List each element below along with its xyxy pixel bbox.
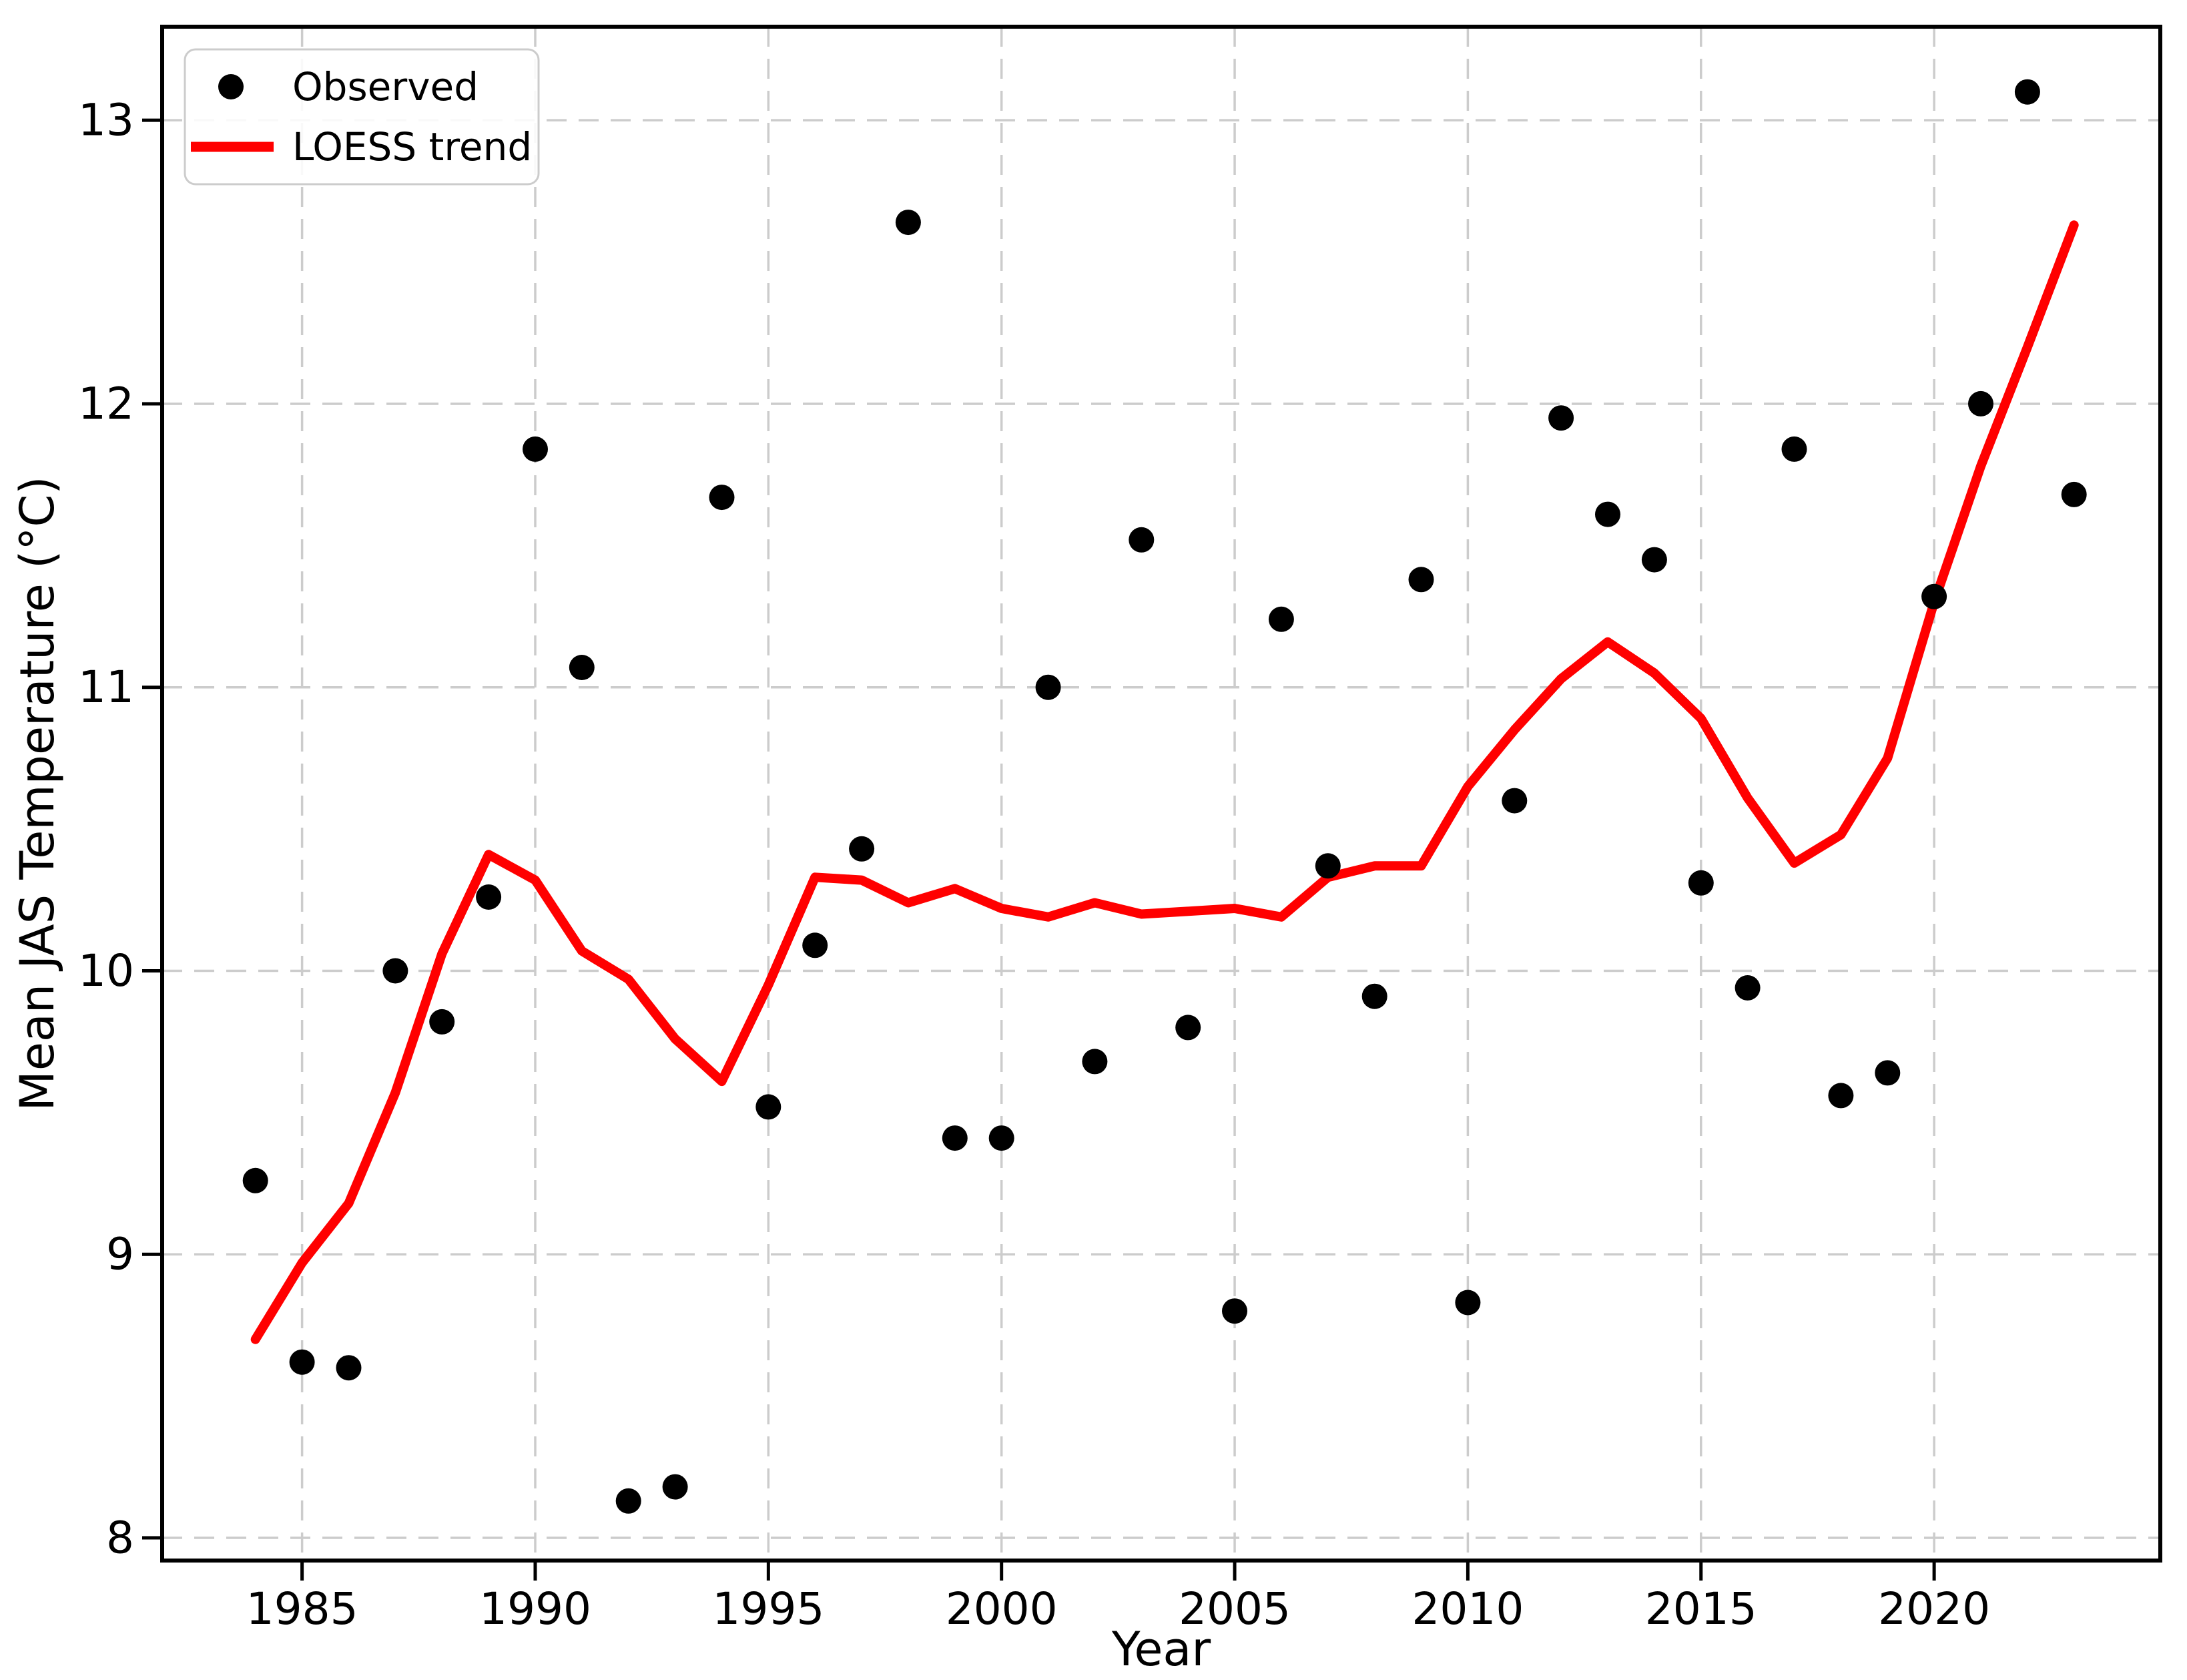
axis-ticks bbox=[142, 118, 1936, 1581]
x-tick-labels: 1985 1990 1995 2000 2005 2010 2015 2020 bbox=[246, 1583, 1990, 1635]
observed-point bbox=[615, 1488, 641, 1514]
observed-point bbox=[2014, 79, 2040, 105]
observed-point bbox=[1455, 1290, 1481, 1316]
y-axis-label: Mean JAS Temperature (°C) bbox=[10, 476, 65, 1111]
x-tick-label: 2015 bbox=[1645, 1583, 1757, 1635]
observed-point bbox=[569, 655, 595, 680]
observed-point bbox=[755, 1094, 782, 1120]
x-tick-label: 2010 bbox=[1412, 1583, 1524, 1635]
observed-point bbox=[1828, 1083, 1854, 1109]
x-tick-label: 1995 bbox=[712, 1583, 824, 1635]
y-tick-labels: 8 9 10 11 12 13 bbox=[78, 95, 134, 1564]
observed-point bbox=[429, 1009, 455, 1035]
observed-point bbox=[1035, 674, 1061, 700]
observed-point bbox=[1361, 983, 1387, 1009]
observed-point bbox=[1548, 405, 1574, 431]
x-tick-label: 1990 bbox=[479, 1583, 591, 1635]
observed-point bbox=[942, 1125, 968, 1151]
y-tick-label: 13 bbox=[78, 95, 134, 146]
y-tick-label: 8 bbox=[106, 1512, 134, 1564]
x-tick-label: 1985 bbox=[246, 1583, 358, 1635]
observed-point bbox=[336, 1355, 362, 1381]
observed-point bbox=[1968, 390, 1993, 416]
y-tick-label: 9 bbox=[106, 1229, 134, 1280]
observed-point bbox=[1129, 527, 1155, 553]
observed-point bbox=[1735, 975, 1761, 1001]
observed-point bbox=[1875, 1060, 1901, 1086]
observed-point bbox=[1921, 583, 1947, 609]
observed-point bbox=[709, 485, 735, 511]
observed-point bbox=[1268, 606, 1294, 632]
observed-point bbox=[1315, 853, 1341, 879]
y-tick-label: 10 bbox=[78, 945, 134, 997]
x-axis-label: Year bbox=[1111, 1622, 1211, 1677]
legend-loess-label: LOESS trend bbox=[292, 124, 532, 170]
observed-point bbox=[242, 1167, 268, 1193]
observed-point bbox=[1595, 501, 1620, 527]
observed-point bbox=[1641, 547, 1667, 573]
legend: Observed LOESS trend bbox=[184, 48, 540, 186]
x-tick-label: 2000 bbox=[946, 1583, 1058, 1635]
observed-point bbox=[1222, 1298, 1247, 1324]
observed-point bbox=[1688, 870, 1714, 896]
x-tick-label: 2005 bbox=[1179, 1583, 1291, 1635]
loess-path bbox=[250, 220, 2079, 1344]
observed-point bbox=[895, 210, 921, 236]
observed-point bbox=[988, 1125, 1014, 1151]
observed-point bbox=[2061, 481, 2087, 507]
observed-point bbox=[382, 958, 408, 984]
observed-point bbox=[802, 932, 828, 958]
observed-point bbox=[1502, 788, 1528, 814]
observed-point bbox=[662, 1474, 688, 1500]
loess-trend-line bbox=[250, 220, 2079, 1344]
y-tick-label: 11 bbox=[78, 661, 134, 713]
legend-observed-dot-icon bbox=[218, 74, 244, 99]
observed-point bbox=[1781, 436, 1807, 462]
y-tick-label: 12 bbox=[78, 378, 134, 429]
observed-point bbox=[1175, 1015, 1201, 1041]
observed-point bbox=[1082, 1049, 1108, 1075]
observed-point bbox=[849, 836, 875, 862]
observed-point bbox=[476, 884, 502, 910]
x-tick-label: 2020 bbox=[1878, 1583, 1990, 1635]
plot-border bbox=[160, 25, 2162, 1563]
observed-point bbox=[523, 436, 548, 462]
legend-observed-label: Observed bbox=[292, 64, 479, 109]
observed-point bbox=[1408, 567, 1434, 593]
observed-points bbox=[242, 79, 2087, 1514]
observed-point bbox=[289, 1349, 315, 1375]
